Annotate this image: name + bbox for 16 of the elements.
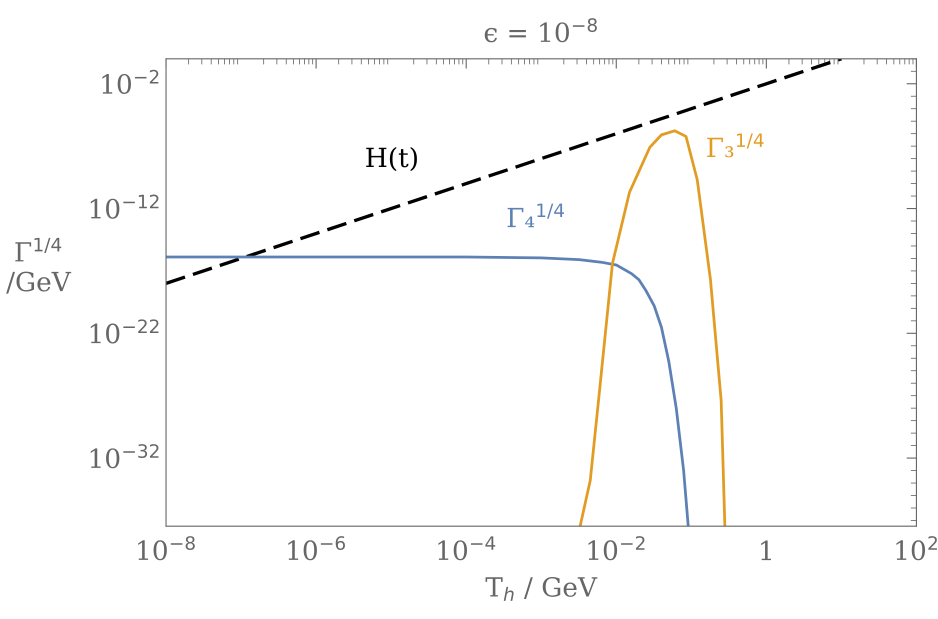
y-tick-label: 10$^{−22}$ (90, 319, 159, 344)
series-label: H(t) (366, 146, 417, 172)
chart-title: ϵ = 10$^{−8}$ (484, 18, 597, 42)
series-label: Γ₃$^{1/4}$ (707, 133, 764, 158)
x-tick-label: 10$^{2}$ (896, 536, 937, 560)
y-tick-label: 10$^{−2}$ (102, 70, 158, 94)
x-tick-label: 10$^{−4}$ (438, 536, 496, 560)
x-tick-label: 10$^{−6}$ (288, 536, 345, 560)
y-tick-label: 10$^{−32}$ (90, 444, 159, 468)
x-tick-label: 1 (761, 540, 771, 560)
x-axis-title: T$_{h}$ / GeV (486, 576, 598, 601)
y-tick-label: 10$^{−12}$ (90, 194, 159, 219)
series-label: Γ₄$^{1/4}$ (508, 204, 564, 228)
y-axis-title: Γ$^{1/4}$ /GeV (6, 238, 72, 294)
x-tick-label: 10$^{−2}$ (588, 536, 644, 560)
x-tick-label: 10$^{−8}$ (138, 536, 195, 560)
